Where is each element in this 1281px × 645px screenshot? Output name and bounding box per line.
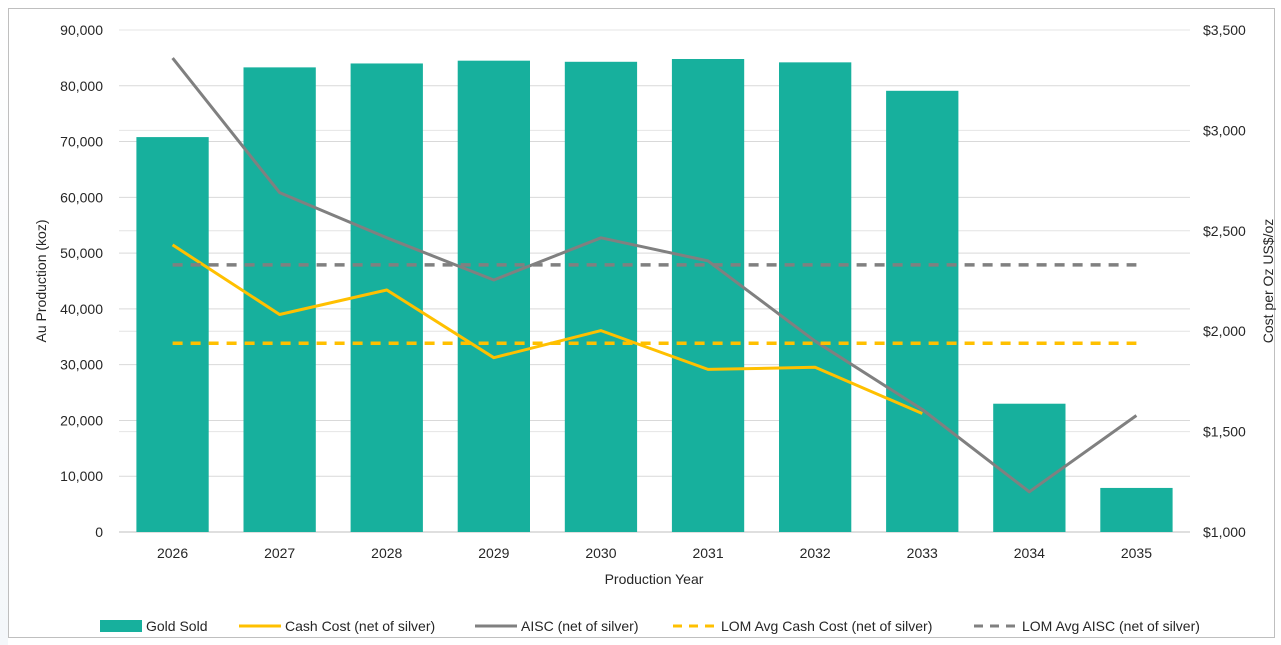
y-tick-label: 50,000 xyxy=(60,245,103,261)
legend-swatch-bar xyxy=(100,620,142,632)
y-tick-label: 10,000 xyxy=(60,468,103,484)
bar-2030 xyxy=(564,61,638,532)
bar-2034 xyxy=(993,403,1066,532)
y2-axis-title: Cost per Oz US$/oz xyxy=(1260,219,1276,344)
bar-series xyxy=(136,59,1173,533)
bar-2032 xyxy=(779,62,852,533)
y-tick-label: 90,000 xyxy=(60,22,103,38)
x-tick-label: 2033 xyxy=(907,545,938,561)
y2-tick-label: $1,500 xyxy=(1203,424,1246,440)
legend-label: AISC (net of silver) xyxy=(521,618,638,634)
x-tick-label: 2030 xyxy=(585,545,616,561)
series-line-aisc-net-of-silver xyxy=(171,57,1138,494)
series-line-cash-cost-net-of-silver xyxy=(171,243,923,415)
y-tick-label: 30,000 xyxy=(60,357,103,373)
bar-2035 xyxy=(1100,487,1173,532)
y-tick-label: 80,000 xyxy=(60,78,103,94)
legend-label: LOM Avg AISC (net of silver) xyxy=(1022,618,1200,634)
y2-axis-ticks: $1,000 $1,500 $2,000 $2,500 $3,000 $3,500 xyxy=(1203,22,1246,540)
bar-2028 xyxy=(350,63,423,532)
y-tick-label: 0 xyxy=(95,524,103,540)
x-tick-label: 2034 xyxy=(1014,545,1045,561)
bar-2029 xyxy=(457,60,530,533)
x-tick-label: 2028 xyxy=(371,545,402,561)
y-tick-label: 60,000 xyxy=(60,189,103,205)
legend-label: Cash Cost (net of silver) xyxy=(285,618,435,634)
x-tick-label: 2026 xyxy=(157,545,188,561)
y2-tick-label: $2,000 xyxy=(1203,323,1246,339)
y2-tick-label: $3,500 xyxy=(1203,22,1246,38)
y-tick-label: 70,000 xyxy=(60,134,103,150)
bar-2031 xyxy=(671,59,745,532)
y-axis-title: Au Production (koz) xyxy=(33,220,49,343)
bar-2026 xyxy=(136,137,209,533)
legend-label: Gold Sold xyxy=(146,618,207,634)
x-tick-label: 2031 xyxy=(692,545,723,561)
y-axis-ticks: 0 10,000 20,000 30,000 40,000 50,000 60,000 70,… xyxy=(60,22,103,540)
x-tick-label: 2035 xyxy=(1121,545,1152,561)
y2-tick-label: $1,000 xyxy=(1203,524,1246,540)
y-tick-label: 20,000 xyxy=(60,412,103,428)
y2-tick-label: $3,000 xyxy=(1203,122,1246,138)
legend-label: LOM Avg Cash Cost (net of silver) xyxy=(721,618,932,634)
x-axis-ticks: 2026 2027 2028 2029 2030 2031 2032 2033 2034 2035 xyxy=(157,545,1152,561)
y2-tick-label: $2,500 xyxy=(1203,223,1246,239)
x-axis-title: Production Year xyxy=(605,571,704,587)
chart-frame xyxy=(8,8,1275,638)
x-tick-label: 2032 xyxy=(800,545,831,561)
bar-2033 xyxy=(886,90,959,532)
y-tick-label: 40,000 xyxy=(60,301,103,317)
line-series xyxy=(171,57,1138,494)
x-tick-label: 2029 xyxy=(478,545,509,561)
x-tick-label: 2027 xyxy=(264,545,295,561)
legend: Gold Sold Cash Cost (net of silver) AISC (… xyxy=(100,618,1200,634)
page-edge xyxy=(0,0,8,645)
